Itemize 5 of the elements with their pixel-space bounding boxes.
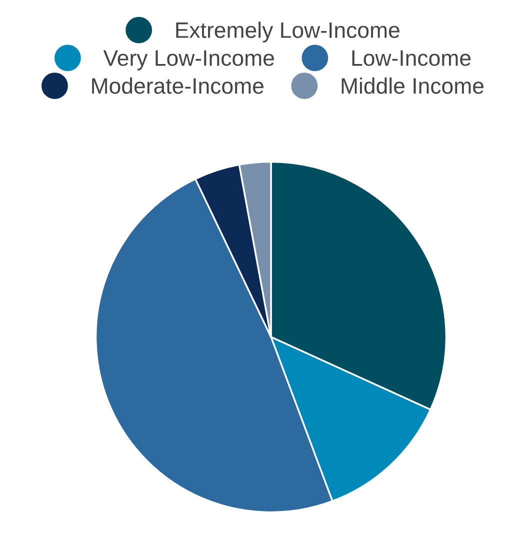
- legend-label: Low-Income: [352, 50, 471, 66]
- legend-label: Middle Income: [342, 78, 484, 94]
- legend-label: Moderate-Income: [92, 78, 264, 94]
- legend-label: Very Low-Income: [103, 50, 274, 70]
- legend-label: Extremely Low-Income: [176, 22, 400, 42]
